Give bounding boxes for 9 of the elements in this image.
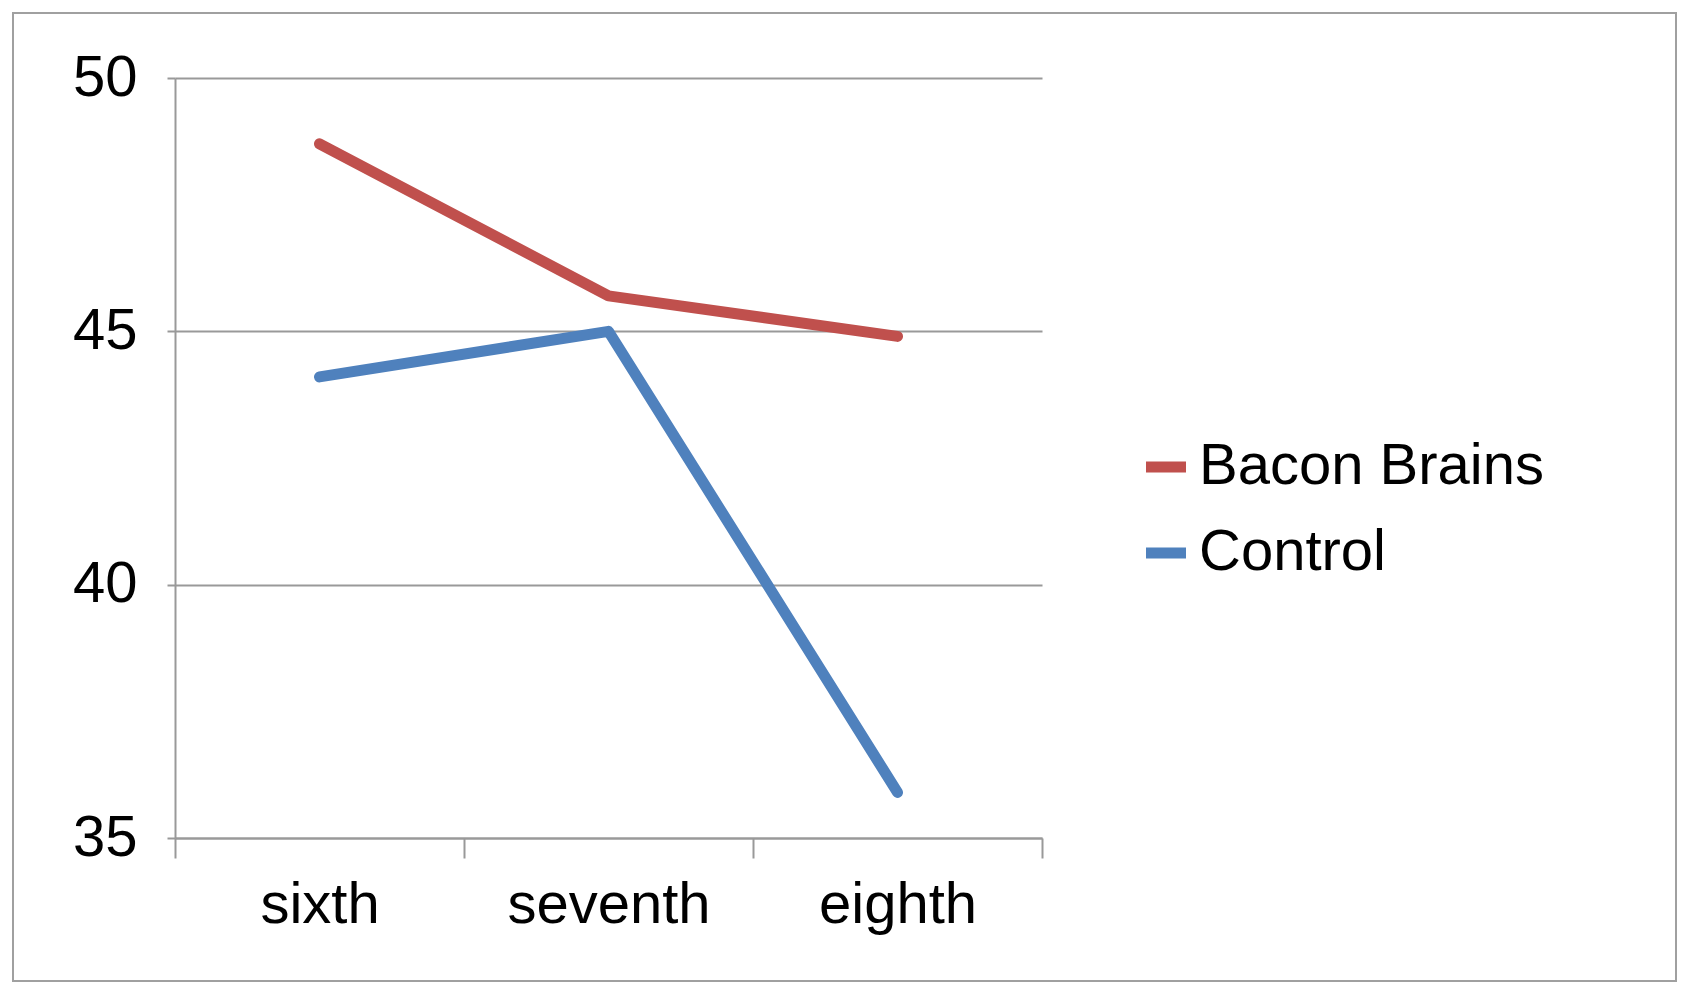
y-tick-label: 35	[72, 802, 138, 868]
x-tick-label: sixth	[260, 869, 380, 935]
x-tick-label: eighth	[818, 869, 978, 935]
legend-label: Control	[1199, 517, 1386, 582]
x-tick-label: seventh	[507, 869, 711, 935]
y-tick-label: 40	[72, 549, 138, 615]
y-tick-label: 50	[72, 42, 138, 108]
y-tick-label: 45	[72, 295, 138, 361]
legend-label: Bacon Brains	[1199, 431, 1544, 496]
